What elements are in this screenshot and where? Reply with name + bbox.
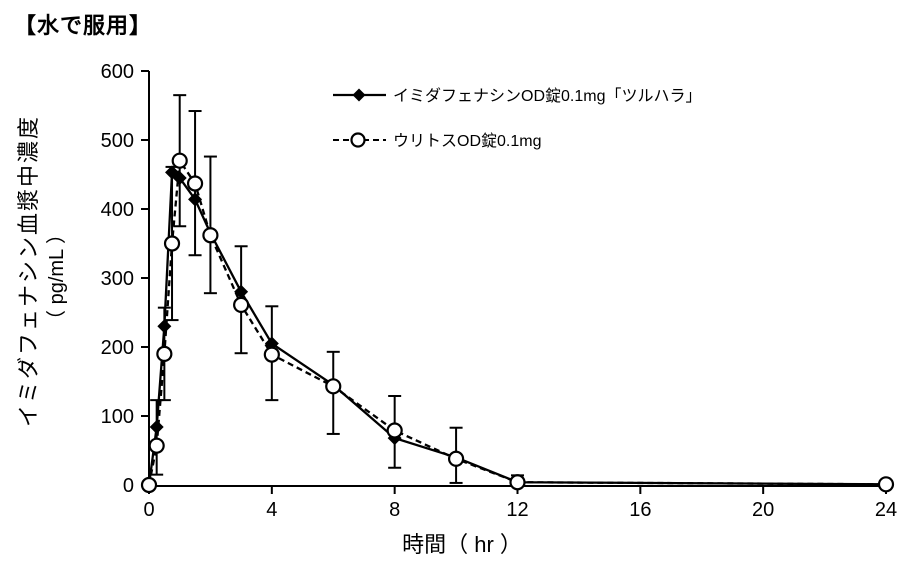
legend-label-tsuruhara: イミダフェナシンOD錠0.1mg「ツルハラ」: [393, 87, 701, 105]
circle-marker: [140, 476, 158, 494]
circle-marker: [186, 175, 204, 192]
legend-item-tsuruhara: イミダフェナシンOD錠0.1mg「ツルハラ」: [333, 87, 701, 105]
chart-title: 【水で服用】: [14, 13, 153, 38]
circle-marker: [233, 296, 250, 314]
axis-labels: 時間（ hr ） イミダフェナシン血漿中濃度（ pg/mL ）: [16, 115, 522, 557]
diamond-marker: [157, 319, 172, 334]
circle-marker: [202, 227, 219, 244]
x-tick-label: 4: [266, 499, 277, 521]
y-tick-label: 300: [101, 268, 134, 290]
circle-marker: [171, 152, 188, 169]
circle-marker: [877, 476, 895, 493]
y-tick-label: 400: [101, 199, 134, 221]
y-axis-title: イミダフェナシン血漿中濃度: [16, 115, 41, 427]
y-tick-label: 0: [123, 475, 134, 497]
series-line-uritos: [147, 157, 887, 486]
circle-marker: [156, 345, 173, 362]
y-tick-label: 600: [101, 61, 134, 83]
diamond-marker: [172, 170, 187, 185]
circle-marker: [509, 474, 526, 491]
x-tick-label: 24: [875, 499, 897, 521]
diamond-marker: [234, 284, 249, 299]
x-tick-label: 20: [752, 499, 774, 521]
series-line-tsuruhara: [147, 170, 887, 486]
y-tick-label: 100: [101, 406, 134, 428]
error-bars: [150, 94, 524, 486]
y-axis-unit: （ pg/mL ）: [45, 224, 68, 330]
x-tick-label: 8: [389, 499, 400, 521]
y-tick-label: 200: [101, 337, 134, 359]
circle-marker: [447, 450, 465, 467]
x-tick-label: 16: [629, 499, 651, 521]
series-markers-uritos: [140, 152, 895, 494]
legend: イミダフェナシンOD錠0.1mg「ツルハラ」ウリトスOD錠0.1mg: [333, 87, 701, 150]
legend-item-uritos: ウリトスOD錠0.1mg: [333, 132, 541, 150]
diamond-marker: [149, 420, 164, 435]
legend-circle-marker: [350, 132, 366, 148]
diamond-marker: [188, 192, 203, 207]
circle-marker: [325, 378, 342, 395]
y-tick-label: 500: [101, 130, 134, 152]
circle-marker: [148, 437, 165, 454]
x-tick-label: 12: [506, 499, 528, 521]
x-axis-title: 時間（ hr ）: [402, 532, 522, 557]
circle-marker: [163, 235, 181, 252]
circle-marker: [263, 346, 280, 363]
legend-diamond-marker: [352, 88, 366, 102]
axes: 0 100 200 300 400 500 600 0 4 8 12 16 20 24: [101, 61, 898, 521]
x-tick-label: 0: [143, 499, 154, 521]
legend-label-uritos: ウリトスOD錠0.1mg: [393, 132, 541, 150]
circle-marker: [386, 422, 403, 439]
